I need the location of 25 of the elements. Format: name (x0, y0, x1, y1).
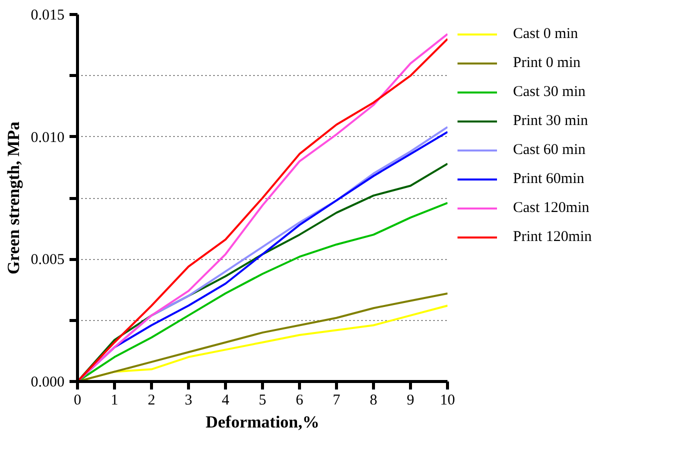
y-axis-title: Green strength, MPa (4, 121, 23, 274)
y-tick-label: 0.000 (30, 374, 64, 390)
legend-label: Cast 60 min (513, 142, 586, 158)
legend-label: Print 0 min (513, 54, 581, 72)
x-tick-label: 7 (332, 392, 341, 408)
x-tick-label: 9 (406, 392, 414, 408)
x-axis-title: Deformation,% (206, 412, 320, 432)
x-tick-label: 3 (184, 392, 192, 408)
legend-label: Print 120min (513, 228, 592, 246)
legend-label: Cast 30 min (513, 84, 586, 100)
x-tick-label: 0 (74, 392, 82, 408)
x-tick-label: 2 (148, 392, 156, 408)
y-tick-label: 0.015 (30, 8, 64, 24)
x-tick-label: 1 (110, 392, 118, 408)
x-tick-label: 10 (440, 392, 455, 408)
x-tick-label: 8 (370, 392, 378, 408)
legend-label: Print 60min (513, 170, 584, 188)
legend-label: Cast 0 min (513, 26, 578, 42)
legend-label: Print 30 min (513, 112, 588, 130)
x-tick-label: 6 (296, 392, 304, 408)
x-tick-label: 4 (222, 392, 230, 408)
legend-label: Cast 120min (513, 200, 590, 216)
x-tick-label: 5 (258, 392, 266, 408)
y-tick-label: 0.010 (30, 130, 64, 146)
y-tick-label: 0.005 (30, 252, 64, 268)
